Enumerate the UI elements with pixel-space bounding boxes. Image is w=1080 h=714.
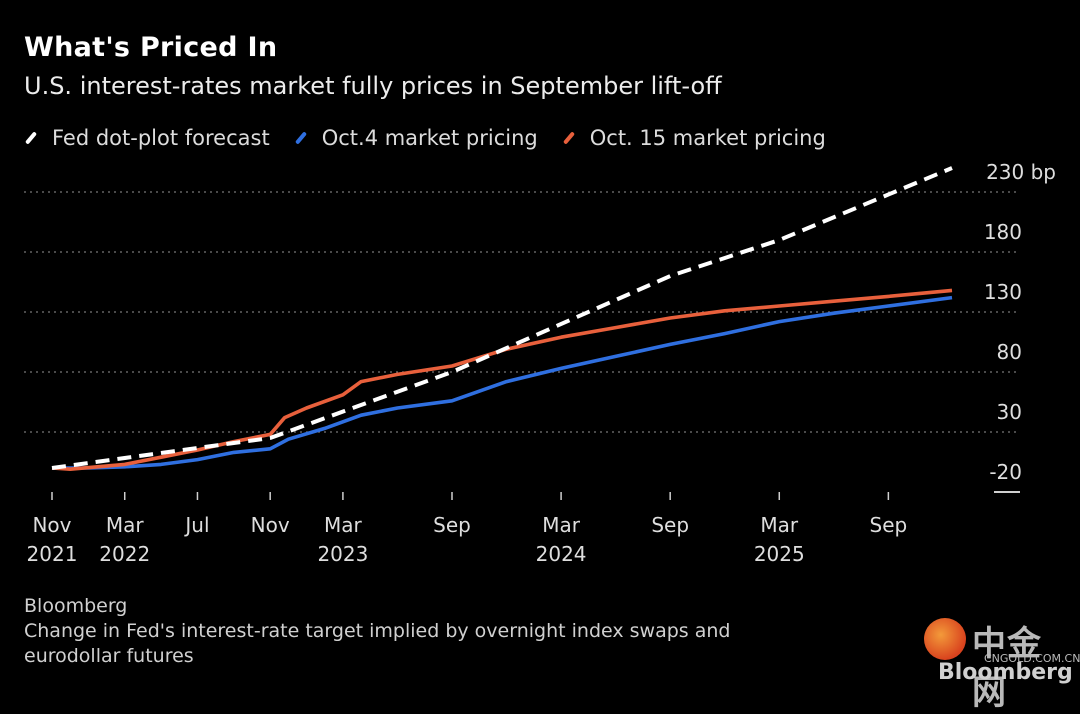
legend: Fed dot-plot forecast Oct.4 market prici…	[24, 126, 850, 150]
series-line-oct4	[52, 295, 953, 470]
y-tick-label: 180	[984, 220, 1022, 244]
series-line-oct15	[51, 288, 953, 471]
y-tick-label: 230 bp	[986, 160, 1056, 184]
legend-label-fed: Fed dot-plot forecast	[52, 126, 270, 150]
x-tick-label: Sep	[870, 513, 908, 537]
x-tick-label: Nov	[251, 513, 290, 537]
legend-label-oct15: Oct. 15 market pricing	[589, 126, 826, 150]
watermark-url: CNGOLD.COM.CN	[984, 652, 1080, 665]
legend-label-oct4: Oct.4 market pricing	[321, 126, 538, 150]
x-tick-label-year: 2021	[27, 542, 78, 566]
x-tick-label-year: 2023	[317, 542, 368, 566]
x-tick-label: Mar	[106, 513, 145, 537]
x-tick-label: Mar	[324, 513, 363, 537]
x-tick-label: Jul	[183, 513, 209, 537]
chart-subtitle: U.S. interest-rates market fully prices …	[24, 72, 722, 100]
cngold-logo-icon	[924, 618, 966, 660]
x-tick-label: Nov	[32, 513, 71, 537]
chart-note: Change in Fed's interest-rate target imp…	[24, 620, 731, 667]
x-tick-label: Sep	[433, 513, 471, 537]
y-tick-label: 80	[997, 340, 1022, 364]
watermark-brand: Bloomberg	[938, 660, 1073, 685]
source-label: Bloomberg	[24, 595, 128, 617]
series-line-fed	[51, 166, 953, 470]
x-tick-label: Mar	[542, 513, 581, 537]
legend-item-oct15: Oct. 15 market pricing	[562, 126, 826, 150]
y-tick-label: 130	[984, 280, 1022, 304]
legend-item-fed: Fed dot-plot forecast	[24, 126, 270, 150]
y-tick-label: 30	[997, 400, 1022, 424]
watermark: 中金网 CNGOLD.COM.CN Bloomberg	[922, 612, 1080, 713]
chart-title: What's Priced In	[24, 32, 278, 63]
x-tick-label-year: 2024	[536, 542, 587, 566]
x-tick-label: Mar	[760, 513, 799, 537]
legend-item-oct4: Oct.4 market pricing	[294, 126, 538, 150]
x-tick-label: Sep	[651, 513, 689, 537]
x-tick-label-year: 2025	[754, 542, 805, 566]
y-tick-label: -20	[989, 460, 1022, 484]
footer: Bloomberg Change in Fed's interest-rate …	[24, 594, 824, 669]
x-tick-label-year: 2022	[99, 542, 150, 566]
line-chart: 230 bp 180 130 80 30 -20 Nov 2021 Mar 2022 Jul Nov M…	[24, 160, 1056, 566]
